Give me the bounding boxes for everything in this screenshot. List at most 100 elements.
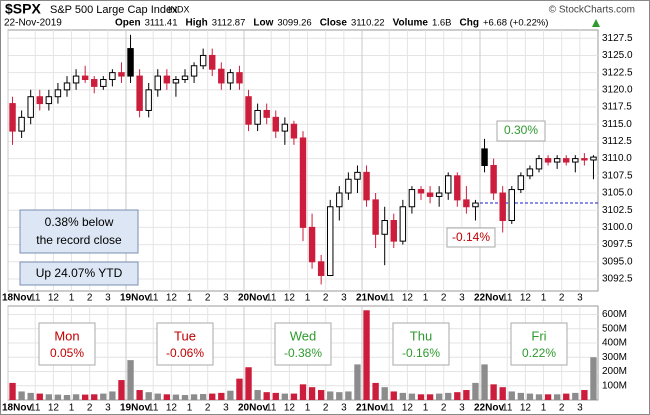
y-tick-label: 3095.0 [602,256,633,267]
high-box [496,120,546,142]
y-tick-label: 3100.0 [602,222,633,233]
candle-body [517,175,525,191]
candle-body [563,158,570,163]
x-tick-label: 11 [384,293,395,304]
day-change: 0.05% [50,346,84,360]
x-tick-label: 11 [148,403,159,414]
y-tick-label: 3115.0 [602,119,632,130]
y-tick-label: 500M [602,323,627,334]
volume-bar [81,394,89,400]
candle-body [590,156,597,161]
candle-body [454,175,461,201]
candle-body [299,137,307,228]
volume-bar [63,395,71,400]
volume-bar [91,394,98,400]
day-box [510,322,568,366]
y-tick-label: 3105.0 [602,188,633,199]
y-tick-label: 3097.5 [602,239,633,250]
field-value: 3111.41 [145,18,178,29]
volume-bar [435,393,443,400]
x-tick-label: 3 [223,293,229,304]
candle-body [544,158,552,163]
field-label: Low [253,18,273,29]
volume-bar [245,367,252,400]
candle-body [290,123,298,139]
y-tick-label: 3127.5 [602,33,633,44]
volume-bar [109,391,116,400]
y-tick-label: 3110.0 [602,153,632,164]
x-tick-label: 2 [205,403,211,414]
candle-body [127,48,134,77]
candle-body [281,123,289,132]
field-value: 3112.87 [212,18,246,29]
volume-bar [154,393,161,400]
x-tick-label: 2 [323,293,329,304]
day-name: Fri [531,328,546,343]
up-arrow [592,19,600,27]
y-tick-label: 200M [602,366,627,377]
volume-bar [209,393,216,400]
volume-bar [327,391,334,400]
x-tick-label: 11 [502,293,513,304]
x-tick-label: 1 [423,293,429,304]
candle-body [336,192,343,208]
x-tick-label: 11 [502,403,513,414]
candle-body [526,168,534,177]
volume-bar [417,394,425,400]
x-tick-label: 22Nov [474,293,504,304]
day-box [38,322,96,366]
x-tick-label: 12 [520,403,532,414]
day-name: Wed [290,328,317,343]
candle-body [472,202,479,208]
volume-bar [9,382,16,400]
record-box [19,209,139,254]
volume-bar [499,387,506,400]
volume-bar [572,392,579,400]
x-tick-label: 12 [166,403,178,414]
volume-bar [36,393,43,400]
day-change: -0.38% [284,346,322,360]
x-tick-label: 1 [187,293,193,304]
ytd-note: Up 24.07% YTD [36,266,123,280]
candle-body [199,54,207,67]
candle-body [272,116,279,132]
volume-bar [535,394,543,400]
volume-bar [100,393,107,400]
day-name: Tue [174,328,196,343]
day-box [392,322,450,366]
x-tick-label: 12 [284,403,296,414]
candle-body [72,75,80,84]
x-tick-label: 1 [69,293,75,304]
candle-body [91,79,98,87]
x-tick-label: 3 [577,403,583,414]
candle-body [327,206,334,277]
candle-body [227,72,234,84]
y-tick-label: 3125.0 [602,50,633,61]
x-tick-label: 12 [166,293,178,304]
x-tick-label: 20Nov [238,293,268,304]
volume-bar [218,392,225,400]
field-value: 3099.26 [277,18,311,29]
x-tick-label: 19Nov [120,293,150,304]
x-tick-label: 2 [441,403,447,414]
volume-bar [581,390,588,400]
low-box [446,227,496,248]
exchange: INDX [168,4,190,14]
x-tick-label: 12 [48,403,60,414]
x-tick-label: 2 [559,403,565,414]
field-value: 1.6B [432,18,452,29]
volume-bar [54,394,62,400]
candle-body [190,65,198,77]
candle-body [481,148,488,166]
volume-bar [45,394,53,400]
candle-body [372,199,379,235]
day-change: -0.16% [402,346,440,360]
credit: © StockCharts.com [549,5,635,16]
volume-bar [145,392,152,400]
volume-bar [363,310,370,400]
volume-bar [454,392,461,400]
x-tick-label: 1 [69,403,75,414]
volume-bar [299,384,307,400]
candle-body [445,175,452,194]
